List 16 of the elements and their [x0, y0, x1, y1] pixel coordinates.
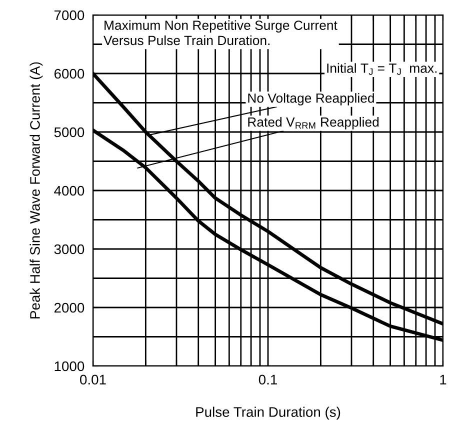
text: Maximum Non Repetitive Surge Current Versus Pulse Train Duration. — [104, 20, 338, 46]
y-axis-title: Peak Half Sine Wave Forward Current (A) — [30, 62, 43, 318]
y-tick-label: 2000 — [54, 302, 84, 313]
annotation: Rated V$_{RRM}$ Reapplied — [248, 117, 379, 130]
text: Initial T$_{J}$ = T$_{J}$ max. — [327, 63, 437, 75]
y-tick-label: 6000 — [54, 68, 84, 79]
x-axis-title: Pulse Train Duration (s) — [196, 406, 340, 420]
y-tick-label: 5000 — [54, 127, 84, 138]
x-tick-label: 0.1 — [258, 374, 277, 385]
y-tick-label: 4000 — [54, 186, 84, 196]
x-tick-label: 0.01 — [80, 374, 106, 385]
annotation: No Voltage Reapplied — [248, 93, 374, 106]
y-tick-label: 1000 — [54, 361, 84, 372]
x-tick-label: 1 — [440, 374, 446, 384]
y-tick-label: 7000 — [54, 10, 84, 20]
y-tick-label: 3000 — [54, 244, 84, 254]
